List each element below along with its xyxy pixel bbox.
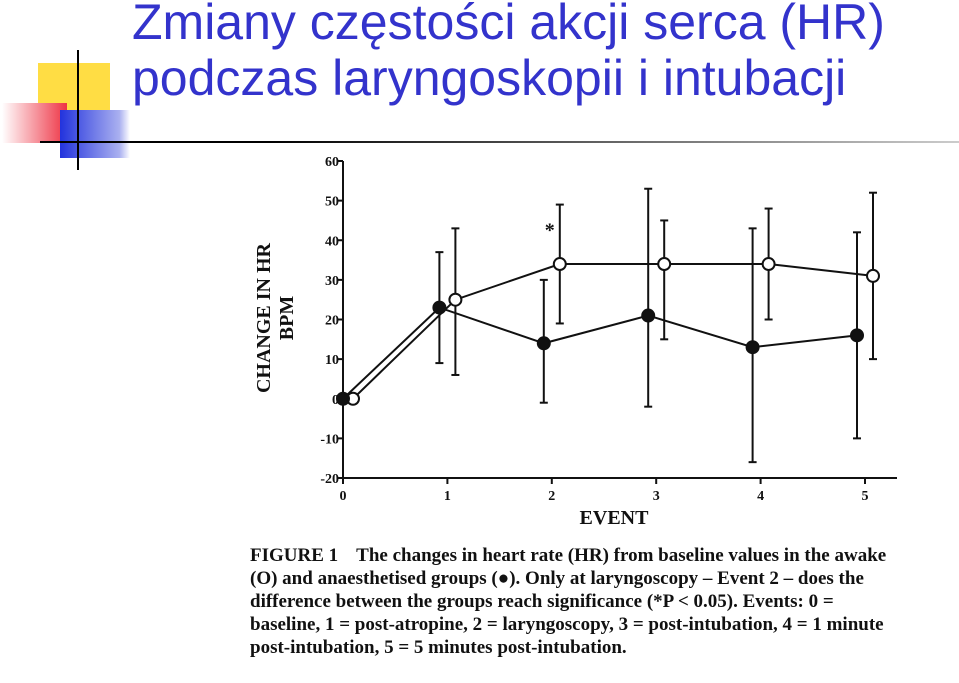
deco-red-square: [2, 103, 67, 143]
x-axis-label: EVENT: [580, 507, 650, 529]
slide-title: Zmiany częstości akcji serca (HR) podcza…: [132, 0, 885, 106]
data-point-filled: [850, 328, 864, 343]
data-point-open: [552, 257, 567, 272]
x-tick-label: 1: [444, 489, 451, 504]
data-point-open: [448, 292, 463, 307]
data-point-filled: [536, 336, 551, 351]
y-tick-label: 30: [325, 274, 339, 289]
y-tick-label: 0: [332, 393, 339, 408]
x-tick-label: 5: [862, 489, 869, 504]
slide-title-line-1: Zmiany częstości akcji serca (HR): [132, 0, 885, 50]
deco-vertical-line: [77, 50, 79, 170]
data-point-filled: [641, 308, 656, 323]
deco-blue-square: [60, 110, 130, 158]
data-point-filled: [432, 300, 447, 315]
series-line-0: [352, 263, 874, 400]
x-tick-label: 2: [548, 489, 555, 504]
figure-caption: FIGURE 1 The changes in heart rate (HR) f…: [250, 544, 900, 659]
y-tick-label: 10: [325, 353, 339, 368]
title-underline: [40, 141, 959, 143]
data-point-open: [866, 268, 880, 283]
y-tick-label: 50: [325, 195, 339, 210]
data-point-open: [657, 257, 672, 272]
y-axis-label-unit: BPM: [276, 296, 298, 341]
y-tick-label: -20: [320, 472, 339, 487]
slide-title-line-2: podczas laryngoskopii i intubacji: [132, 50, 847, 106]
data-point-open: [761, 257, 776, 272]
y-tick-label: 20: [325, 314, 339, 329]
caption-text: The changes in heart rate (HR) from base…: [250, 545, 887, 658]
series-line-1: [342, 306, 858, 400]
significance-marker: *: [545, 219, 555, 241]
figure-label: FIGURE 1: [250, 545, 339, 566]
y-tick-label: 60: [325, 155, 339, 170]
y-tick-label: -10: [320, 432, 339, 447]
data-point-filled: [336, 391, 350, 406]
x-tick-label: 0: [340, 489, 347, 504]
x-tick-label: 3: [653, 489, 660, 504]
data-point-filled: [745, 340, 760, 355]
y-axis-label: CHANGE IN HR: [253, 242, 275, 393]
x-tick-label: 4: [757, 489, 764, 504]
y-tick-label: 40: [325, 234, 339, 249]
